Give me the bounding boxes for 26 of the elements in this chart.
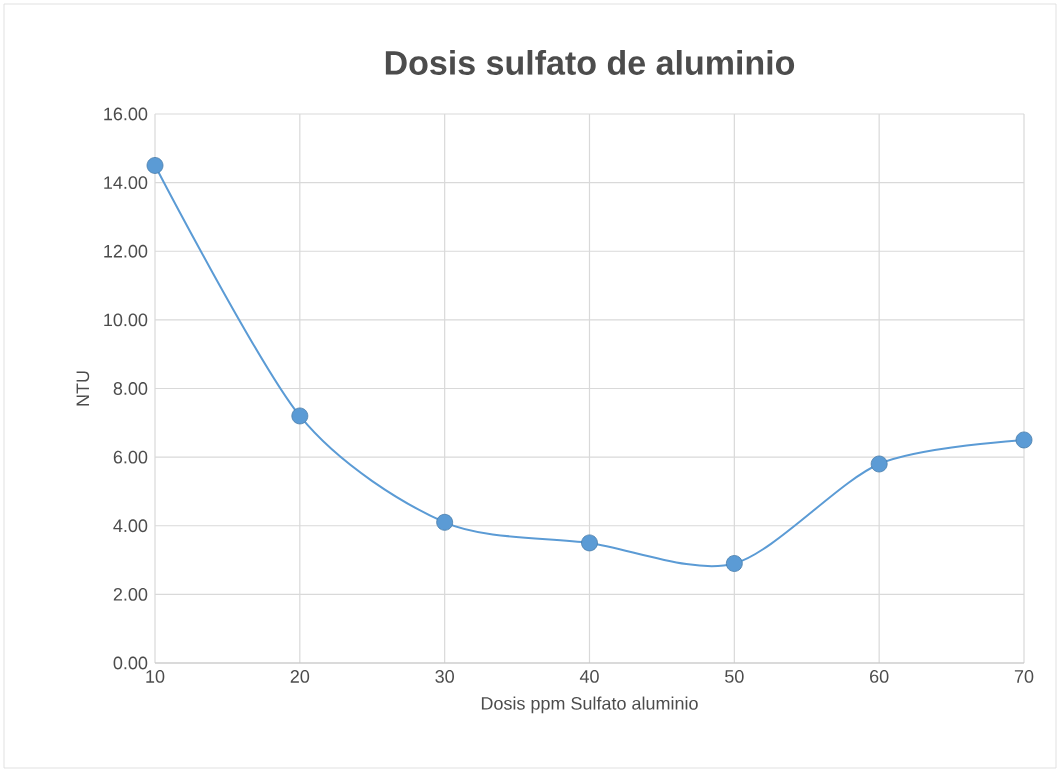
x-axis-title: Dosis ppm Sulfato aluminio [481,696,698,714]
y-tick-label: 2.00 [113,587,148,601]
chart-title: Dosis sulfato de aluminio [385,49,795,75]
point [1015,431,1033,449]
x-tick-label: 20 [290,670,310,683]
y-tick-label: 0.00 [113,656,148,670]
point [870,455,888,473]
x-tick-label: 50 [725,670,744,683]
y-tick-label: 4.00 [113,519,148,533]
y-tick-label: 14.00 [104,176,148,190]
y-axis-title: NTU [76,371,90,406]
point [291,407,309,425]
x-tick-label: 70 [1014,670,1034,683]
x-tick-label: 30 [435,670,454,683]
x-tick-label: 40 [579,670,599,683]
y-tick-label: 12.00 [104,244,148,258]
y-tick-label: 16.00 [104,107,148,121]
x-tick-label: 10 [146,670,165,683]
point [436,513,454,531]
y-tick-label: 6.00 [113,450,148,464]
point [725,555,743,572]
y-tick-label: 10.00 [104,313,148,327]
y-tick-label: 8.00 [113,382,148,395]
x-tick-label: 60 [870,670,889,683]
point [146,157,164,174]
point [581,534,598,552]
